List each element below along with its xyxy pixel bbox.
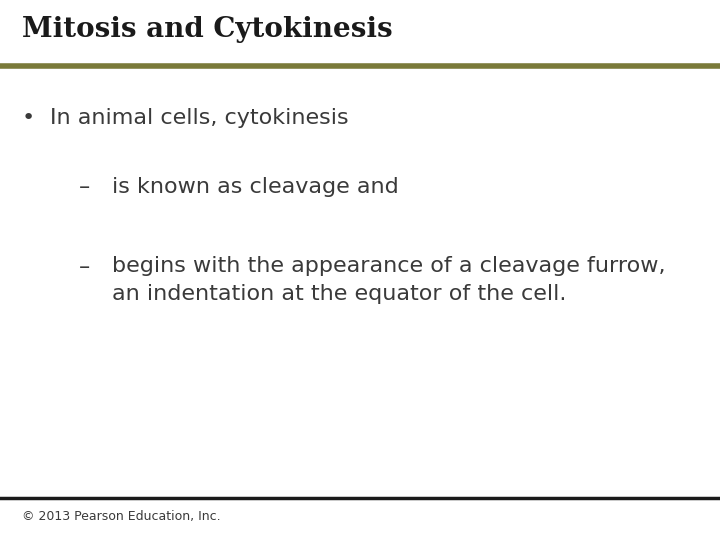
Text: In animal cells, cytokinesis: In animal cells, cytokinesis — [50, 108, 349, 128]
Text: –: – — [79, 177, 91, 197]
Text: begins with the appearance of a cleavage furrow,
an indentation at the equator o: begins with the appearance of a cleavage… — [112, 256, 665, 305]
Text: is known as cleavage and: is known as cleavage and — [112, 177, 398, 197]
Text: Mitosis and Cytokinesis: Mitosis and Cytokinesis — [22, 16, 392, 43]
Text: •: • — [22, 108, 35, 128]
Text: –: – — [79, 256, 91, 276]
Text: © 2013 Pearson Education, Inc.: © 2013 Pearson Education, Inc. — [22, 510, 220, 523]
